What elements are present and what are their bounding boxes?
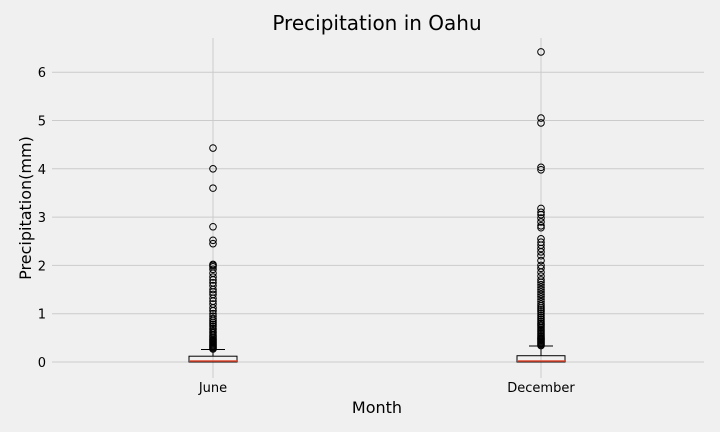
x-tick-label: December	[507, 381, 575, 396]
outlier-point	[537, 300, 545, 308]
outlier-point	[537, 319, 545, 328]
outlier-point	[209, 324, 217, 332]
outlier-point	[209, 260, 217, 269]
outlier-point	[537, 208, 545, 217]
outlier-point	[537, 214, 545, 222]
outlier-point	[537, 313, 545, 322]
outlier-point	[537, 295, 545, 304]
outlier-point	[537, 251, 545, 260]
outlier-point	[537, 311, 545, 320]
outlier-point	[537, 315, 545, 324]
outlier-point	[537, 256, 545, 265]
y-tick-label: 0	[38, 356, 46, 371]
y-tick-label: 5	[38, 115, 46, 130]
outlier-point	[537, 272, 545, 280]
outlier-point	[209, 281, 217, 290]
outlier-point	[209, 236, 217, 245]
outlier-point	[537, 223, 545, 232]
y-tick-labels: 0 1 2 3 4 5 6	[38, 66, 46, 371]
outlier-point	[209, 309, 217, 318]
box	[188, 355, 238, 363]
outlier-point	[209, 300, 217, 308]
outlier-point	[537, 290, 545, 299]
outlier-point	[537, 285, 545, 294]
outlier-point	[537, 238, 545, 247]
outlier-point	[537, 114, 545, 122]
outlier-point	[537, 283, 545, 291]
outlier-point	[537, 306, 545, 314]
x-tick-label: June	[198, 381, 227, 396]
outlier-point	[537, 119, 545, 127]
outlier-point	[537, 280, 545, 289]
outlier-point	[537, 204, 545, 213]
outlier-point	[537, 292, 545, 301]
outlier-point	[209, 239, 217, 248]
outlier-point	[209, 265, 217, 274]
outlier-point	[209, 165, 217, 173]
x-axis-label: Month	[352, 398, 402, 417]
outlier-point	[537, 264, 545, 273]
outlier-point	[209, 320, 217, 329]
outlier-point	[209, 222, 217, 231]
outlier-point	[209, 327, 217, 336]
outlier-point	[537, 235, 545, 243]
y-axis-label: Precipitation(mm)	[16, 136, 35, 280]
grid-lines	[52, 38, 704, 378]
outlier-point	[537, 276, 545, 284]
chart-title: Precipitation in Oahu	[272, 11, 481, 35]
outlier-point	[209, 314, 217, 323]
outlier-point	[209, 278, 217, 287]
box-plot-area	[188, 48, 566, 363]
outlier-point	[537, 163, 545, 172]
outlier-point	[537, 48, 545, 56]
box	[516, 355, 566, 363]
y-tick-label: 6	[38, 66, 46, 81]
outlier-point	[537, 297, 545, 306]
outlier-point	[209, 312, 217, 320]
y-tick-label: 4	[38, 163, 46, 178]
y-tick-label: 2	[38, 259, 46, 274]
outlier-point	[537, 165, 545, 174]
outlier-point	[209, 184, 217, 192]
outlier-point	[537, 317, 545, 326]
outlier-point	[537, 261, 545, 270]
outlier-point	[537, 221, 545, 230]
outlier-point	[537, 218, 545, 226]
x-tick-labels: June December	[198, 381, 576, 396]
y-tick-label: 3	[38, 211, 46, 226]
outlier-point	[209, 290, 217, 299]
outlier-point	[537, 309, 545, 318]
outlier-point	[209, 322, 217, 331]
outlier-point	[209, 273, 217, 281]
outlier-point	[537, 307, 545, 316]
outlier-point	[209, 144, 217, 152]
y-tick-label: 1	[38, 308, 46, 323]
outlier-point	[537, 288, 545, 296]
